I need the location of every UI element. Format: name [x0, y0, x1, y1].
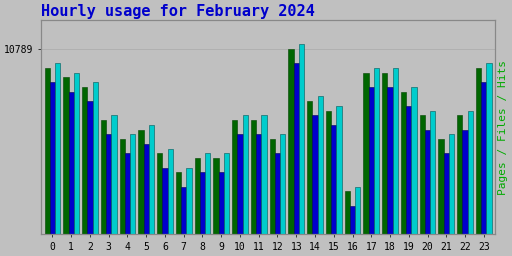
Bar: [45, 68, 50, 256]
Bar: [200, 172, 205, 256]
Bar: [438, 139, 444, 256]
Bar: [312, 115, 317, 256]
Bar: [143, 144, 149, 256]
Bar: [275, 153, 280, 256]
Bar: [243, 115, 248, 256]
Bar: [101, 120, 106, 256]
Bar: [162, 168, 167, 256]
Bar: [280, 134, 285, 256]
Bar: [401, 92, 406, 256]
Bar: [149, 125, 154, 256]
Bar: [251, 120, 256, 256]
Bar: [326, 111, 331, 256]
Bar: [486, 63, 492, 256]
Bar: [176, 172, 181, 256]
Bar: [317, 96, 323, 256]
Bar: [261, 115, 267, 256]
Bar: [336, 106, 342, 256]
Bar: [88, 101, 93, 256]
Bar: [63, 77, 69, 256]
Bar: [345, 191, 350, 256]
Bar: [74, 73, 79, 256]
Bar: [369, 87, 374, 256]
Bar: [388, 87, 393, 256]
Bar: [288, 49, 293, 256]
Bar: [93, 82, 98, 256]
Bar: [195, 158, 200, 256]
Bar: [299, 44, 304, 256]
Bar: [270, 139, 275, 256]
Bar: [214, 158, 219, 256]
Bar: [355, 187, 360, 256]
Bar: [425, 130, 430, 256]
Bar: [307, 101, 312, 256]
Bar: [462, 130, 467, 256]
Bar: [467, 111, 473, 256]
Bar: [382, 73, 388, 256]
Bar: [430, 111, 435, 256]
Bar: [457, 115, 462, 256]
Bar: [420, 115, 425, 256]
Bar: [481, 82, 486, 256]
Bar: [476, 68, 481, 256]
Bar: [406, 106, 412, 256]
Bar: [167, 149, 173, 256]
Bar: [181, 187, 186, 256]
Bar: [374, 68, 379, 256]
Bar: [82, 87, 88, 256]
Bar: [106, 134, 111, 256]
Bar: [232, 120, 238, 256]
Bar: [449, 134, 454, 256]
Bar: [350, 206, 355, 256]
Bar: [444, 153, 449, 256]
Bar: [69, 92, 74, 256]
Bar: [364, 73, 369, 256]
Bar: [125, 153, 130, 256]
Bar: [219, 172, 224, 256]
Bar: [238, 134, 243, 256]
Bar: [256, 134, 261, 256]
Bar: [393, 68, 398, 256]
Y-axis label: Pages / Files / Hits: Pages / Files / Hits: [498, 60, 508, 195]
Bar: [55, 63, 60, 256]
Bar: [120, 139, 125, 256]
Bar: [138, 130, 143, 256]
Bar: [50, 82, 55, 256]
Bar: [331, 125, 336, 256]
Bar: [186, 168, 191, 256]
Text: Hourly usage for February 2024: Hourly usage for February 2024: [41, 4, 315, 19]
Bar: [224, 153, 229, 256]
Bar: [412, 87, 417, 256]
Bar: [293, 63, 299, 256]
Bar: [111, 115, 117, 256]
Bar: [157, 153, 162, 256]
Bar: [205, 153, 210, 256]
Bar: [130, 134, 135, 256]
